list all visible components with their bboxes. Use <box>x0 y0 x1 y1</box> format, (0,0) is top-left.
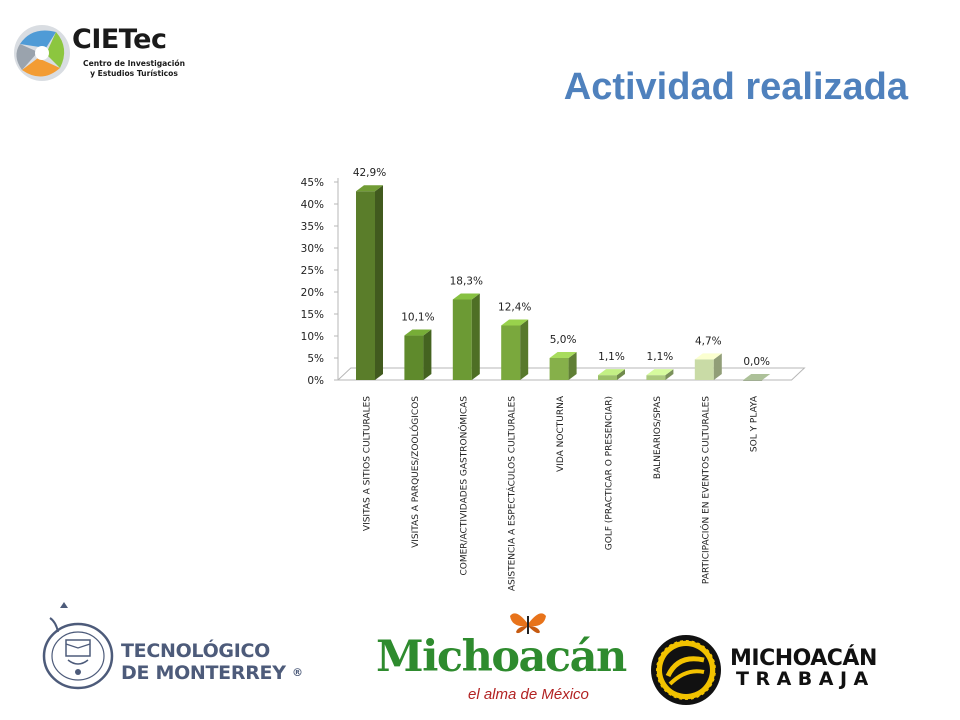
y-tick-label: 40% <box>301 199 324 211</box>
bar-side <box>617 369 625 380</box>
category-label: BALNEARIOS/SPAS <box>653 396 663 479</box>
category-labels: VISITAS A SITIOS CULTURALES VISITAS A PAR… <box>363 395 760 591</box>
data-label: 10,1% <box>401 312 434 324</box>
tec-seal-icon <box>42 602 114 690</box>
data-label: 18,3% <box>450 275 483 287</box>
bar-side <box>713 353 722 380</box>
tec-line2-wrap: DE MONTERREY ® <box>121 662 303 684</box>
trabaja-line2: TRABAJA <box>736 668 875 690</box>
y-tick-label: 15% <box>301 309 324 321</box>
category-label: VIDA NOCTURNA <box>556 395 566 472</box>
data-label: 1,1% <box>647 351 674 363</box>
bar-top <box>743 374 771 380</box>
michoacan-wordmark: Michoacán <box>376 632 627 682</box>
category-label: PARTICIPACIÓN EN EVENTOS CULTURALES <box>699 396 711 584</box>
y-tick-label: 25% <box>301 265 324 277</box>
bar-side <box>423 329 432 380</box>
bar-side <box>568 352 577 380</box>
bar-top <box>501 319 529 326</box>
cietec-subtitle: Centro de Investigación y Estudios Turís… <box>74 59 194 79</box>
slide-title: Actividad realizada <box>563 66 908 108</box>
bar-top <box>356 185 383 192</box>
trabaja-line1: MICHOACÁN <box>730 646 877 671</box>
bar <box>549 358 569 380</box>
y-tick-label: 30% <box>301 243 324 255</box>
category-label: ASISTENCIA A ESPECTÁCULOS CULTURALES <box>506 396 518 591</box>
tec-monterrey-logo: TECNOLÓGICO DE MONTERREY ® <box>38 602 303 692</box>
bar-chart: 0% 5% 10% 15% 20% 25% 30% 35% 40% 45% 42,9% 10,1% 1… <box>301 167 806 591</box>
data-label: 12,4% <box>498 301 531 313</box>
cietec-logo: CIETec Centro de Investigación y Estudio… <box>12 22 202 84</box>
data-label: 5,0% <box>550 334 577 346</box>
y-tick-label: 20% <box>301 287 324 299</box>
bar <box>404 335 424 380</box>
value-labels: 42,9% 10,1% 18,3% 12,4% 5,0% 1,1% 1,1% 4,7% 0,0% <box>353 167 770 368</box>
butterfly-icon <box>510 613 546 634</box>
cietec-name: CIETec <box>72 24 167 55</box>
trabaja-badge-icon <box>651 635 721 705</box>
bar-side <box>520 319 529 380</box>
bar-top <box>646 369 674 376</box>
y-tick-label: 10% <box>301 331 324 343</box>
bar <box>646 375 666 380</box>
bar-top <box>404 329 432 336</box>
category-label: COMER/ACTIVIDADES GASTRONÓMICAS <box>457 396 469 576</box>
bar-top <box>452 293 480 300</box>
michoacan-trabaja-logo: MICHOACÁN TRABAJA <box>648 632 878 712</box>
bar <box>694 359 714 380</box>
registered-mark: ® <box>292 666 303 679</box>
cietec-mark-icon <box>14 25 70 81</box>
bar-side <box>471 293 480 380</box>
y-tick-label: 0% <box>307 375 324 387</box>
bar <box>452 299 472 380</box>
y-tick-label: 45% <box>301 177 324 189</box>
y-tick-label: 5% <box>307 353 324 365</box>
bar-top <box>694 353 722 360</box>
bar <box>356 191 375 380</box>
bar <box>743 380 763 381</box>
bar-side <box>375 185 383 380</box>
data-label: 0,0% <box>743 356 770 368</box>
cietec-subtitle-line2: y Estudios Turísticos <box>90 69 178 78</box>
data-label: 1,1% <box>598 351 625 363</box>
y-tick-label: 35% <box>301 221 324 233</box>
tec-wordmark: TECNOLÓGICO DE MONTERREY ® <box>121 640 303 684</box>
bar <box>598 375 617 380</box>
category-label: VISITAS A PARQUES/ZOOLÓGICOS <box>409 396 421 548</box>
category-label: VISITAS A SITIOS CULTURALES <box>363 396 373 531</box>
tec-line1: TECNOLÓGICO <box>121 640 270 662</box>
category-label: GOLF (PRACTICAR O PRESENCIAR) <box>605 396 615 550</box>
chart-bars <box>356 185 771 381</box>
data-label: 42,9% <box>353 167 386 179</box>
data-label: 4,7% <box>695 335 722 347</box>
category-label: SOL Y PLAYA <box>750 395 760 452</box>
tec-line2: DE MONTERREY <box>121 662 286 684</box>
michoacan-tagline: el alma de México <box>468 686 589 703</box>
bar-side <box>665 369 674 380</box>
michoacan-logo: Michoacán el alma de México <box>372 613 627 712</box>
bar <box>501 325 521 380</box>
bar-top <box>549 352 577 358</box>
bar-top <box>598 369 625 376</box>
cietec-subtitle-line1: Centro de Investigación <box>83 59 185 68</box>
y-axis: 0% 5% 10% 15% 20% 25% 30% 35% 40% 45% <box>301 177 339 387</box>
